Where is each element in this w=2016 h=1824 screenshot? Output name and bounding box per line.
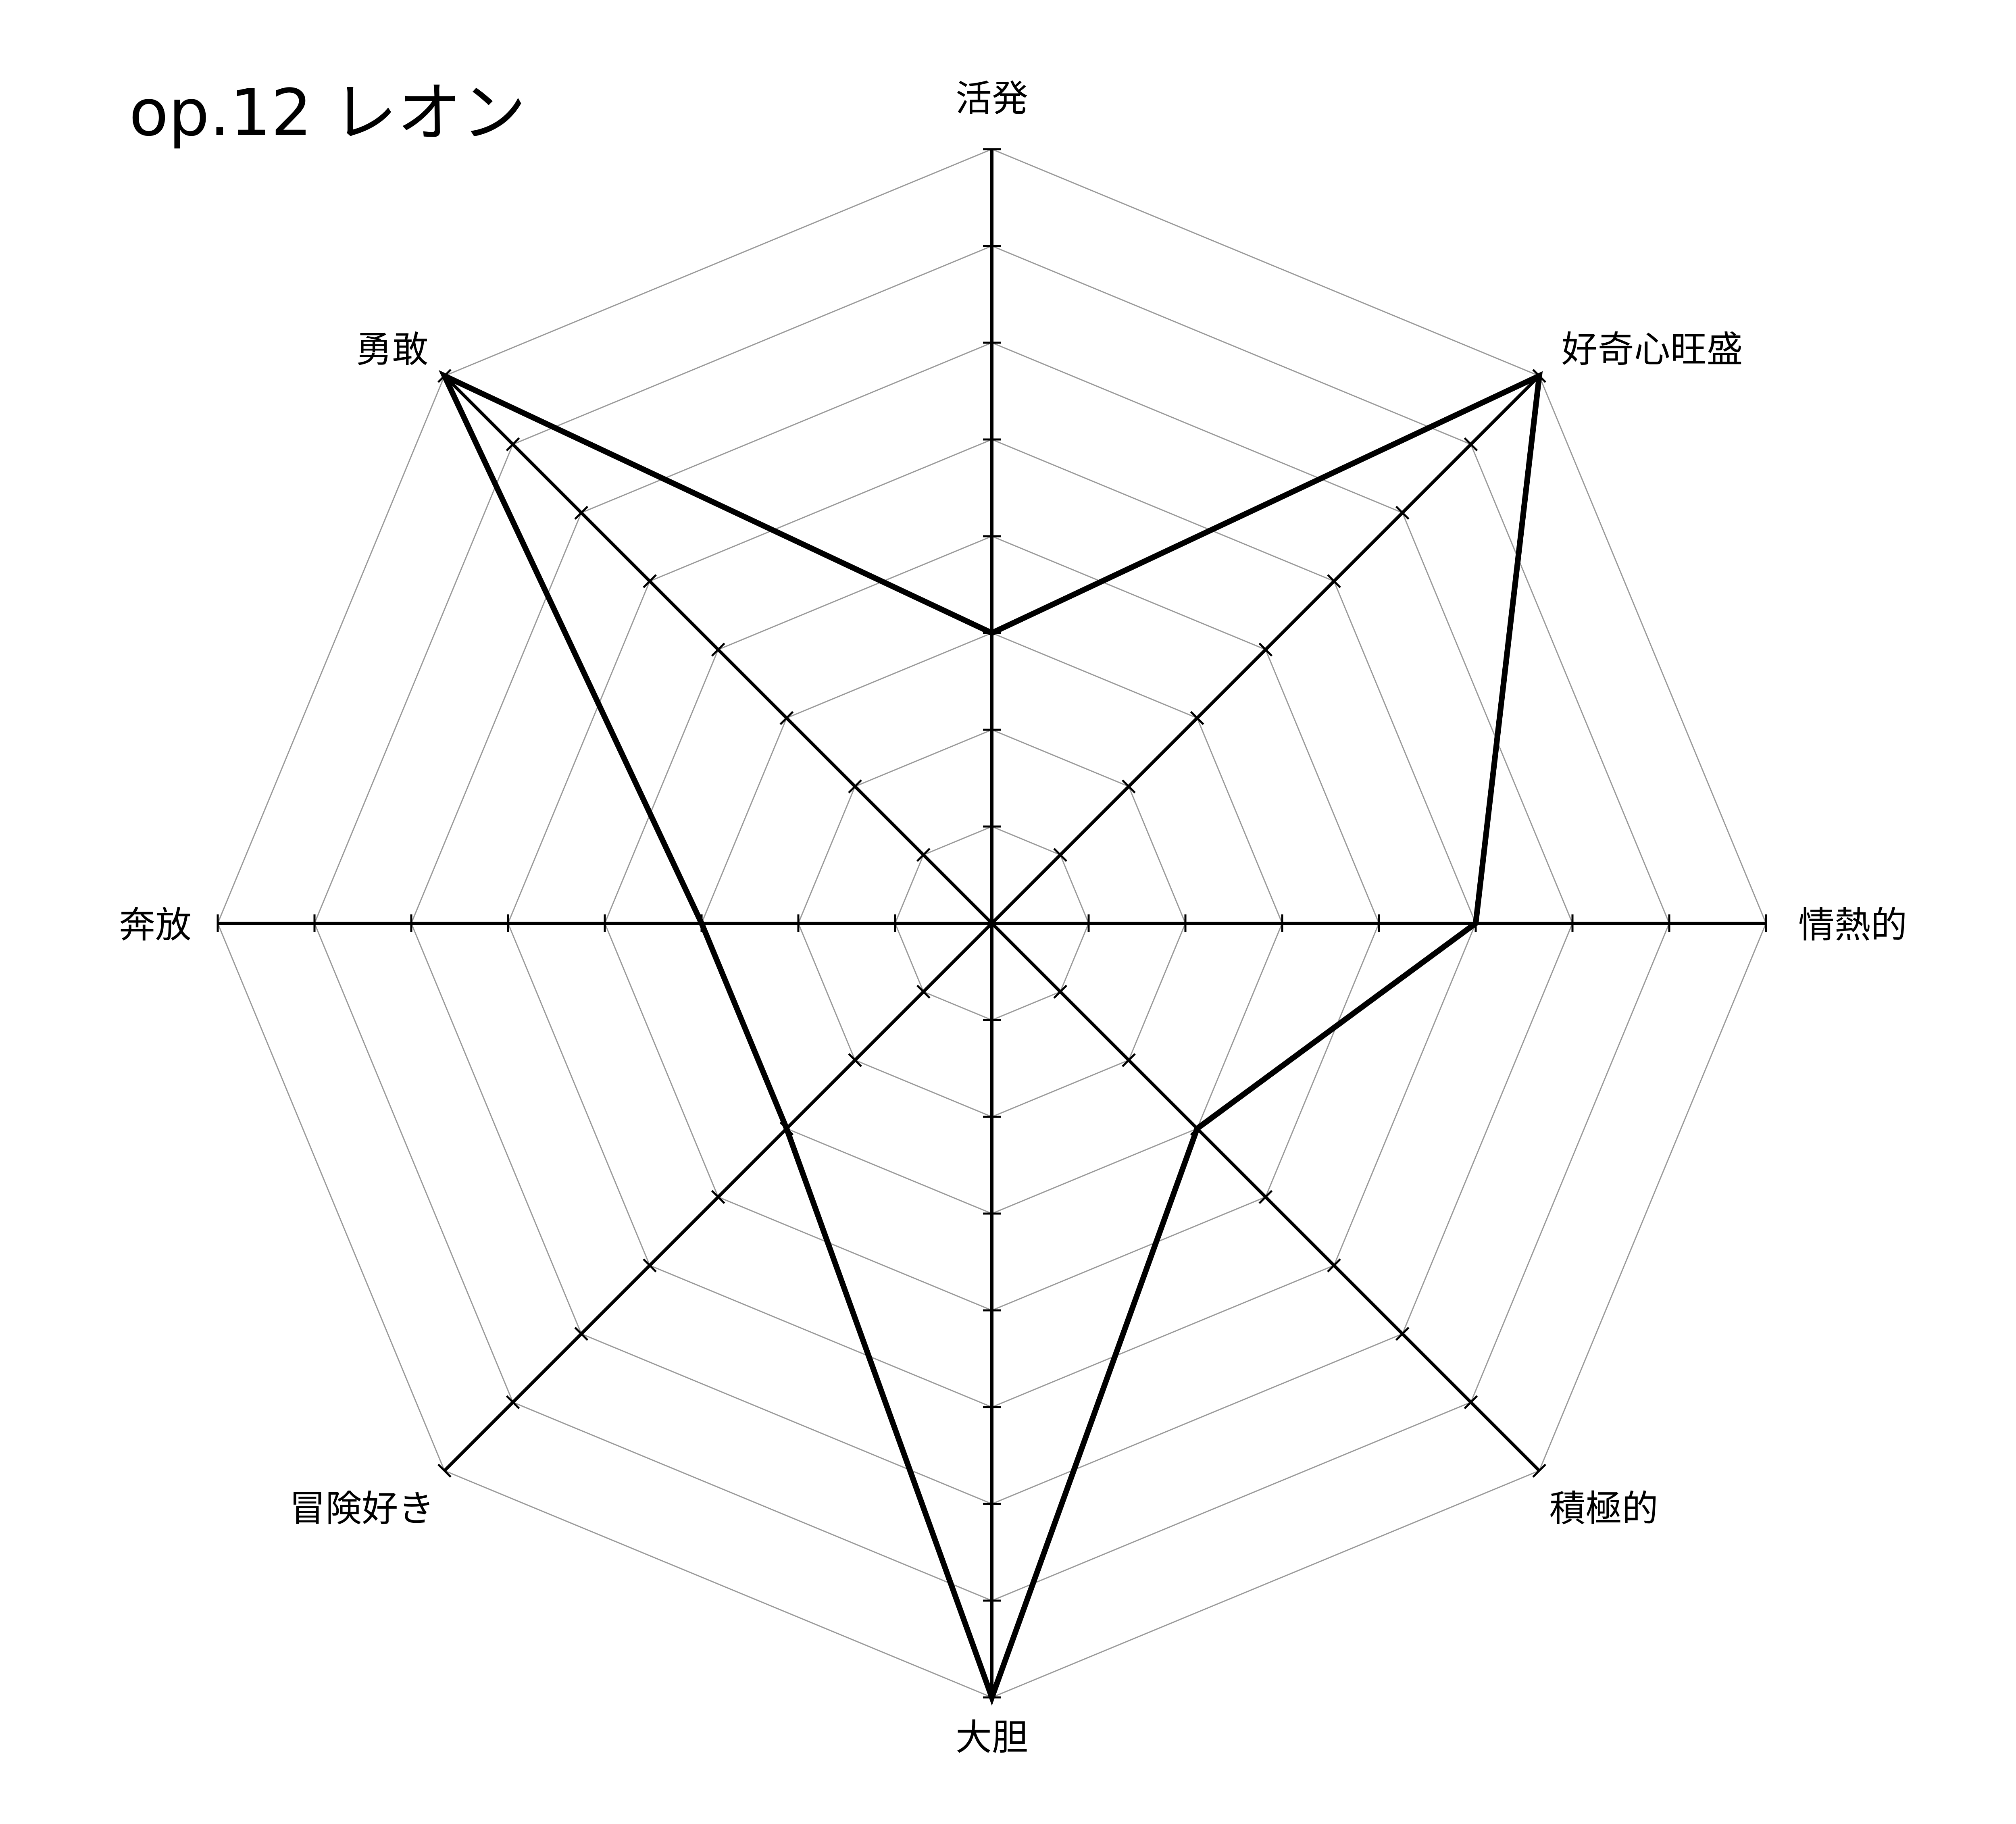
axis-tick-6-1 xyxy=(916,985,931,999)
axis-label-8: 勇敢 xyxy=(356,328,428,371)
data-series xyxy=(438,370,1543,1706)
axis-tick-6-6 xyxy=(574,1326,589,1341)
axis-tick-8-1 xyxy=(916,847,931,862)
chart-title: op.12 レオン xyxy=(129,75,526,150)
axis-label-1: 活発 xyxy=(956,77,1028,120)
series-line xyxy=(438,370,1543,1706)
axis-tick-8-3 xyxy=(779,711,794,725)
axis-label-6: 冒険好き xyxy=(289,1488,434,1530)
axis-tick-4-5 xyxy=(1327,1258,1341,1272)
axis-tick-6-5 xyxy=(643,1258,657,1272)
axis-label-7: 奔放 xyxy=(119,904,192,946)
axis-tick-2-1 xyxy=(1053,847,1068,862)
axis-tick-6-7 xyxy=(506,1395,520,1410)
axis-tick-4-2 xyxy=(1122,1053,1136,1067)
axis-tick-4-7 xyxy=(1464,1395,1478,1410)
axis-tick-8-7 xyxy=(506,437,520,452)
axis-tick-2-5 xyxy=(1327,574,1341,588)
axis-tick-2-3 xyxy=(1190,711,1204,725)
axis-tick-4-4 xyxy=(1258,1190,1273,1204)
axis-tick-6-2 xyxy=(848,1053,862,1067)
axis-label-3: 情熱的 xyxy=(1798,904,1907,946)
axis-spokes xyxy=(217,148,1767,1699)
axis-tick-6-8 xyxy=(437,1464,452,1478)
axis-tick-8-2 xyxy=(848,779,862,793)
axis-tick-4-1 xyxy=(1053,985,1068,999)
axis-tick-2-7 xyxy=(1464,437,1478,452)
axis-tick-6-4 xyxy=(711,1190,725,1204)
axis-label-2: 好奇心旺盛 xyxy=(1562,328,1743,371)
axis-tick-2-6 xyxy=(1395,506,1410,520)
axis-tick-8-4 xyxy=(711,642,725,657)
axis-label-4: 積極的 xyxy=(1549,1488,1658,1530)
axis-tick-8-6 xyxy=(574,506,589,520)
axis-tick-2-2 xyxy=(1122,779,1136,793)
axis-tick-2-4 xyxy=(1258,642,1273,657)
axis-tick-4-8 xyxy=(1532,1464,1546,1478)
axis-label-5: 大胆 xyxy=(956,1716,1028,1759)
axis-tick-8-5 xyxy=(643,574,657,588)
axis-tick-4-6 xyxy=(1395,1326,1410,1341)
